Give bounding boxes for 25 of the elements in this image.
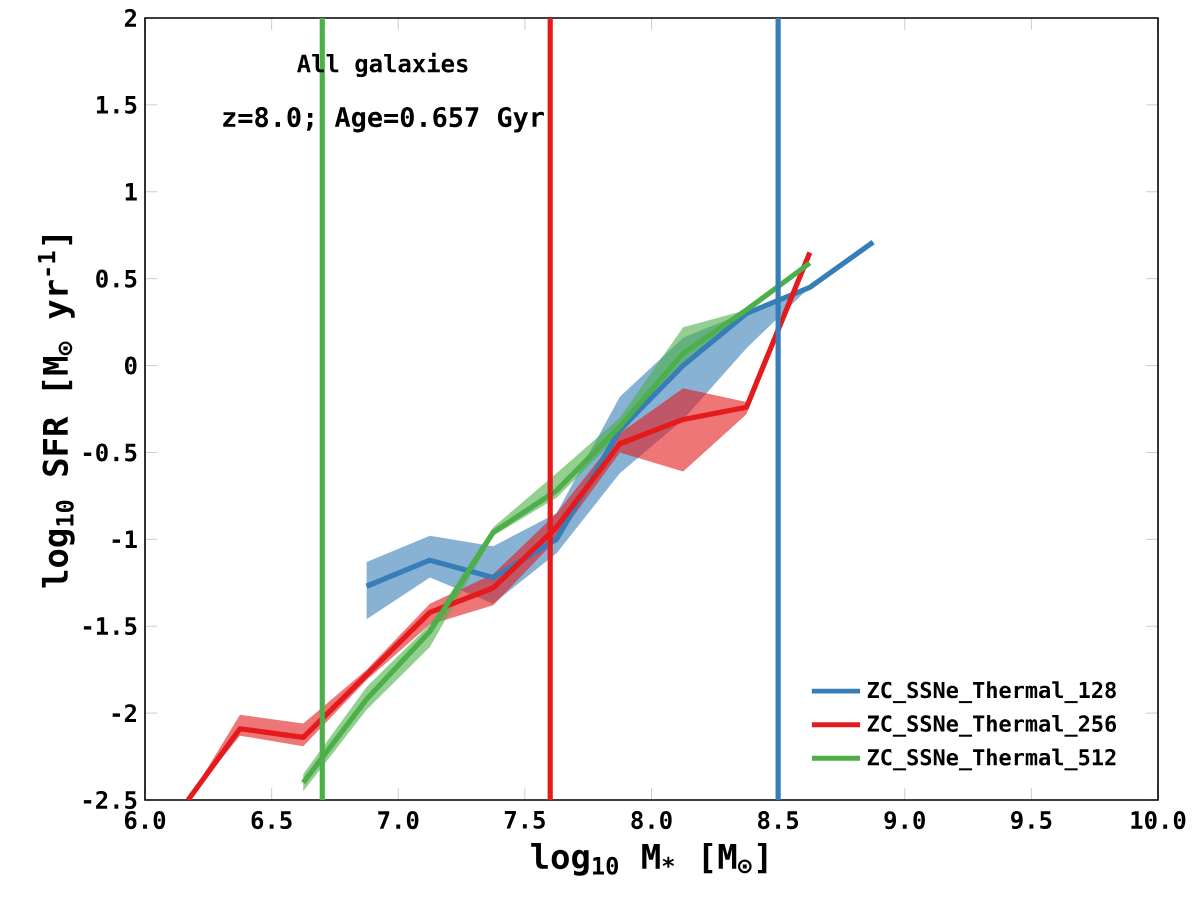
legend-label: ZC_SSNe_Thermal_256 xyxy=(867,714,1117,737)
annotation: z=8.0; Age=0.657 Gyr xyxy=(223,106,544,133)
x-tick-label: 6.5 xyxy=(251,811,292,830)
y-tick-label: 1 xyxy=(125,183,137,201)
y-tick-label: -2 xyxy=(112,704,136,722)
y-tick-label: 1.5 xyxy=(96,95,137,114)
legend-label: ZC_SSNe_Thermal_512 xyxy=(867,748,1116,771)
y-tick-label: -2.5 xyxy=(83,790,137,810)
y-tick-label: -0.5 xyxy=(83,443,137,462)
y-tick-label: -1 xyxy=(112,530,137,549)
x-tick-label: 9.0 xyxy=(884,811,925,830)
y-tick-label: -1.5 xyxy=(83,617,137,636)
x-tick-label: 10.0 xyxy=(1131,811,1186,830)
x-tick-label: 7.0 xyxy=(378,811,419,830)
legend-label: ZC_SSNe_Thermal_128 xyxy=(867,681,1116,704)
y-tick-label: 0.5 xyxy=(96,269,137,288)
y-tick-label: 0 xyxy=(125,356,137,375)
x-tick-label: 9.5 xyxy=(1011,811,1052,830)
x-tick-label: 8.5 xyxy=(758,811,799,830)
text: log$_{10}$ M$_{*}$ [M$_{⊙}$] xyxy=(531,842,767,876)
x-tick-label: 7.5 xyxy=(504,811,545,829)
y-axis-title: log$_{10}$ SFR [M$_{⊙}$ yr$^{-1}$] xyxy=(37,236,75,588)
y-tick-label: 2 xyxy=(124,9,136,27)
x-tick-label: 6.0 xyxy=(124,811,166,830)
x-tick-label: 8.0 xyxy=(631,811,672,830)
